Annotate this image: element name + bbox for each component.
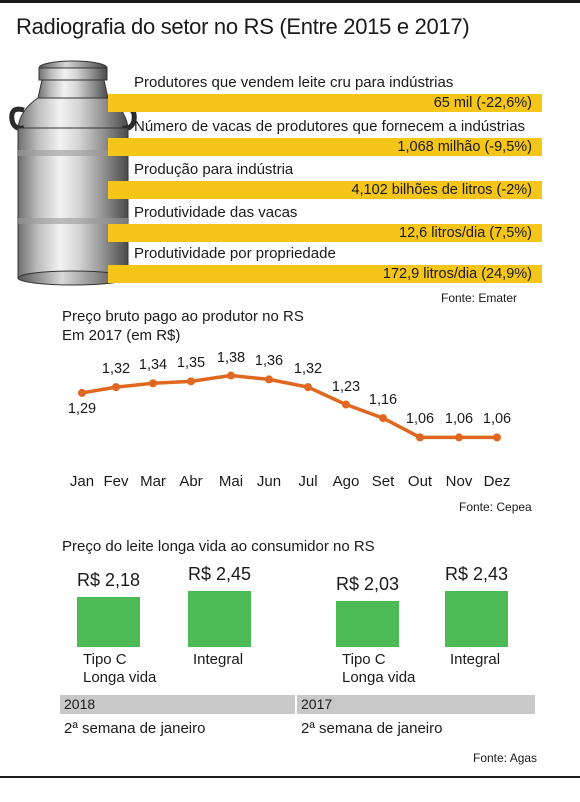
data-label: 1,23 (331, 378, 361, 395)
category-label: Integral (193, 651, 244, 668)
data-label: 1,16 (368, 392, 398, 409)
line-chart-title: Preço bruto pago ao produtor no RS (62, 308, 304, 325)
x-tick-label: Mai (218, 473, 244, 490)
data-label: 1,38 (216, 349, 246, 366)
x-tick-label: Out (407, 473, 433, 490)
stat-highlight-bar: 1,068 milhão (-9,5%) (108, 138, 542, 156)
line-chart (78, 371, 501, 442)
stat-label: Produtores que vendem leite cru para ind… (134, 74, 454, 91)
data-point (227, 371, 235, 380)
data-label: 1,32 (101, 361, 131, 378)
stat-highlight-bar: 65 mil (-22,6%) (108, 94, 542, 112)
data-point (187, 377, 195, 386)
x-tick-label: Abr (179, 473, 203, 490)
data-label: 1,34 (138, 357, 168, 374)
x-tick-label: Mar (140, 473, 166, 490)
data-point (416, 433, 424, 442)
data-label: 1,06 (444, 411, 474, 428)
category-label: Integral (450, 651, 501, 668)
data-point (342, 400, 350, 409)
price-label: R$ 2,18 (76, 570, 141, 591)
stat-highlight-bar: 12,6 litros/dia (7,5%) (108, 224, 542, 242)
series-line (81, 373, 497, 440)
data-label: 1,06 (405, 411, 435, 428)
period-label: 2ª semana de janeiro (301, 720, 443, 737)
bottom-rule (0, 776, 580, 778)
data-point (149, 379, 157, 388)
x-tick-label: Nov (445, 473, 473, 490)
category-label: Tipo C Longa vida (83, 651, 157, 686)
stat-value: 4,102 bilhões de litros (-2%) (351, 182, 532, 198)
stat-label: Número de vacas de produtores que fornec… (134, 118, 526, 135)
stats-source: Fonte: Emater (441, 291, 518, 305)
data-label: 1,29 (67, 400, 97, 417)
year-band: 2017 (297, 695, 535, 714)
data-point (265, 375, 273, 384)
stat-label: Produção para indústria (134, 161, 294, 178)
stat-label: Produtividade das vacas (134, 204, 298, 221)
stat-value: 65 mil (-22,6%) (433, 95, 532, 111)
data-label: 1,36 (254, 353, 284, 370)
line-chart-source: Fonte: Cepea (459, 500, 532, 514)
x-tick-label: Fev (103, 473, 129, 490)
stat-value: 172,9 litros/dia (24,9%) (382, 266, 532, 282)
price-bar (445, 591, 508, 647)
x-tick-label: Ago (332, 473, 360, 490)
data-label: 1,32 (293, 361, 323, 378)
stat-label: Produtividade por propriedade (134, 245, 336, 262)
x-tick-label: Jul (298, 473, 318, 490)
period-label: 2ª semana de janeiro (64, 720, 206, 737)
bar-chart-source: Fonte: Agas (473, 751, 538, 765)
category-label: Tipo C Longa vida (342, 651, 416, 686)
price-bar (77, 597, 140, 647)
price-bar (188, 591, 251, 647)
stat-value: 12,6 litros/dia (7,5%) (399, 225, 532, 241)
x-tick-label: Jan (69, 473, 95, 490)
top-rule (0, 0, 580, 3)
data-label: 1,35 (176, 355, 206, 372)
line-chart-subtitle: Em 2017 (em R$) (62, 327, 181, 344)
data-point (493, 433, 501, 442)
data-point (455, 433, 463, 442)
stat-value: 1,068 milhão (-9,5%) (397, 139, 532, 155)
page-title: Radiografia do setor no RS (Entre 2015 e… (16, 14, 470, 39)
price-label: R$ 2,43 (444, 564, 509, 585)
milk-can-icon (9, 60, 137, 286)
stat-highlight-bar: 4,102 bilhões de litros (-2%) (108, 181, 542, 199)
price-bar (336, 600, 399, 647)
year-band: 2018 (60, 695, 295, 714)
data-point (304, 383, 312, 392)
data-point (379, 414, 387, 423)
data-point (112, 383, 120, 392)
price-label: R$ 2,03 (335, 573, 400, 594)
data-label: 1,06 (482, 411, 512, 428)
bar-chart-title: Preço do leite longa vida ao consumidor … (62, 538, 375, 555)
stat-highlight-bar: 172,9 litros/dia (24,9%) (108, 265, 542, 283)
x-tick-label: Set (371, 473, 395, 490)
price-label: R$ 2,45 (187, 564, 252, 584)
x-tick-label: Jun (256, 473, 282, 490)
data-point (78, 388, 86, 397)
x-tick-label: Dez (483, 473, 511, 490)
